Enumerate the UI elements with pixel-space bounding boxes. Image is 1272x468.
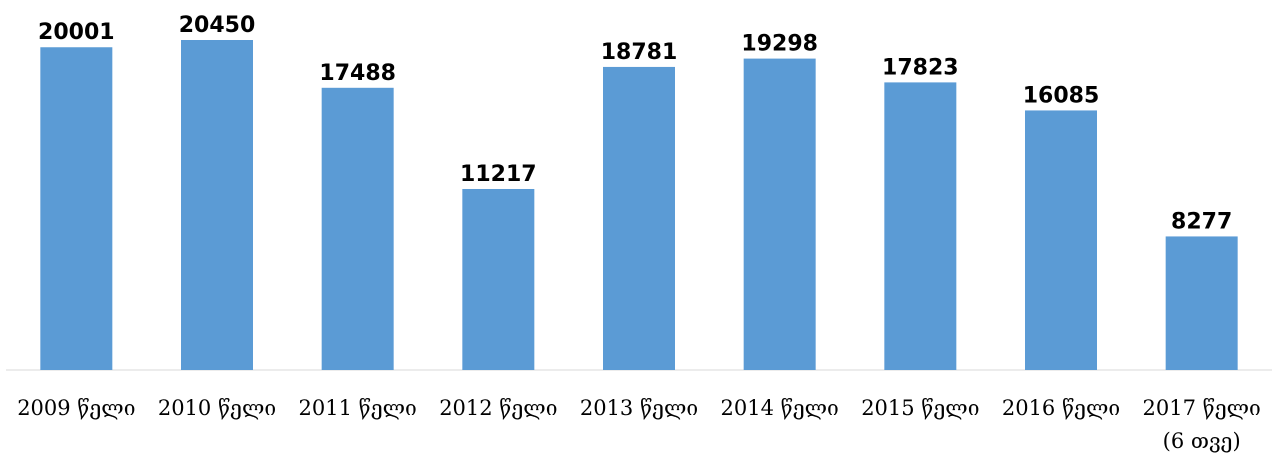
value-label: 20450	[179, 13, 256, 38]
x-tick-label: 2014 წელი	[720, 396, 839, 420]
bar	[1025, 110, 1097, 370]
x-tick-label: 2012 წელი	[439, 396, 558, 420]
value-label: 16085	[1023, 83, 1100, 108]
value-label: 17488	[319, 61, 396, 86]
bar	[1165, 236, 1238, 370]
x-tick-label: 2016 წელი	[1001, 396, 1121, 420]
x-tick-label: 2015 წელი	[861, 396, 980, 420]
x-tick-label: 2011 წელი	[298, 396, 417, 420]
bar	[884, 82, 957, 370]
x-tick-label: 2010 წელი	[157, 396, 277, 420]
bar	[40, 47, 113, 370]
x-tick-label: 2017 წელი (6 თვე)	[1142, 396, 1261, 453]
value-label: 19298	[741, 32, 818, 57]
value-label: 17823	[882, 55, 959, 80]
bar	[603, 66, 675, 370]
bar	[321, 87, 394, 371]
value-label: 11217	[460, 162, 537, 187]
bar	[181, 40, 253, 370]
x-tick-label: 2009 წელი	[17, 396, 136, 420]
bar	[743, 58, 816, 371]
value-label: 18781	[601, 40, 678, 65]
bar	[462, 188, 535, 370]
value-label: 20001	[38, 20, 115, 45]
x-tick-label: 2013 წელი	[579, 396, 699, 420]
value-label: 8277	[1171, 209, 1232, 234]
